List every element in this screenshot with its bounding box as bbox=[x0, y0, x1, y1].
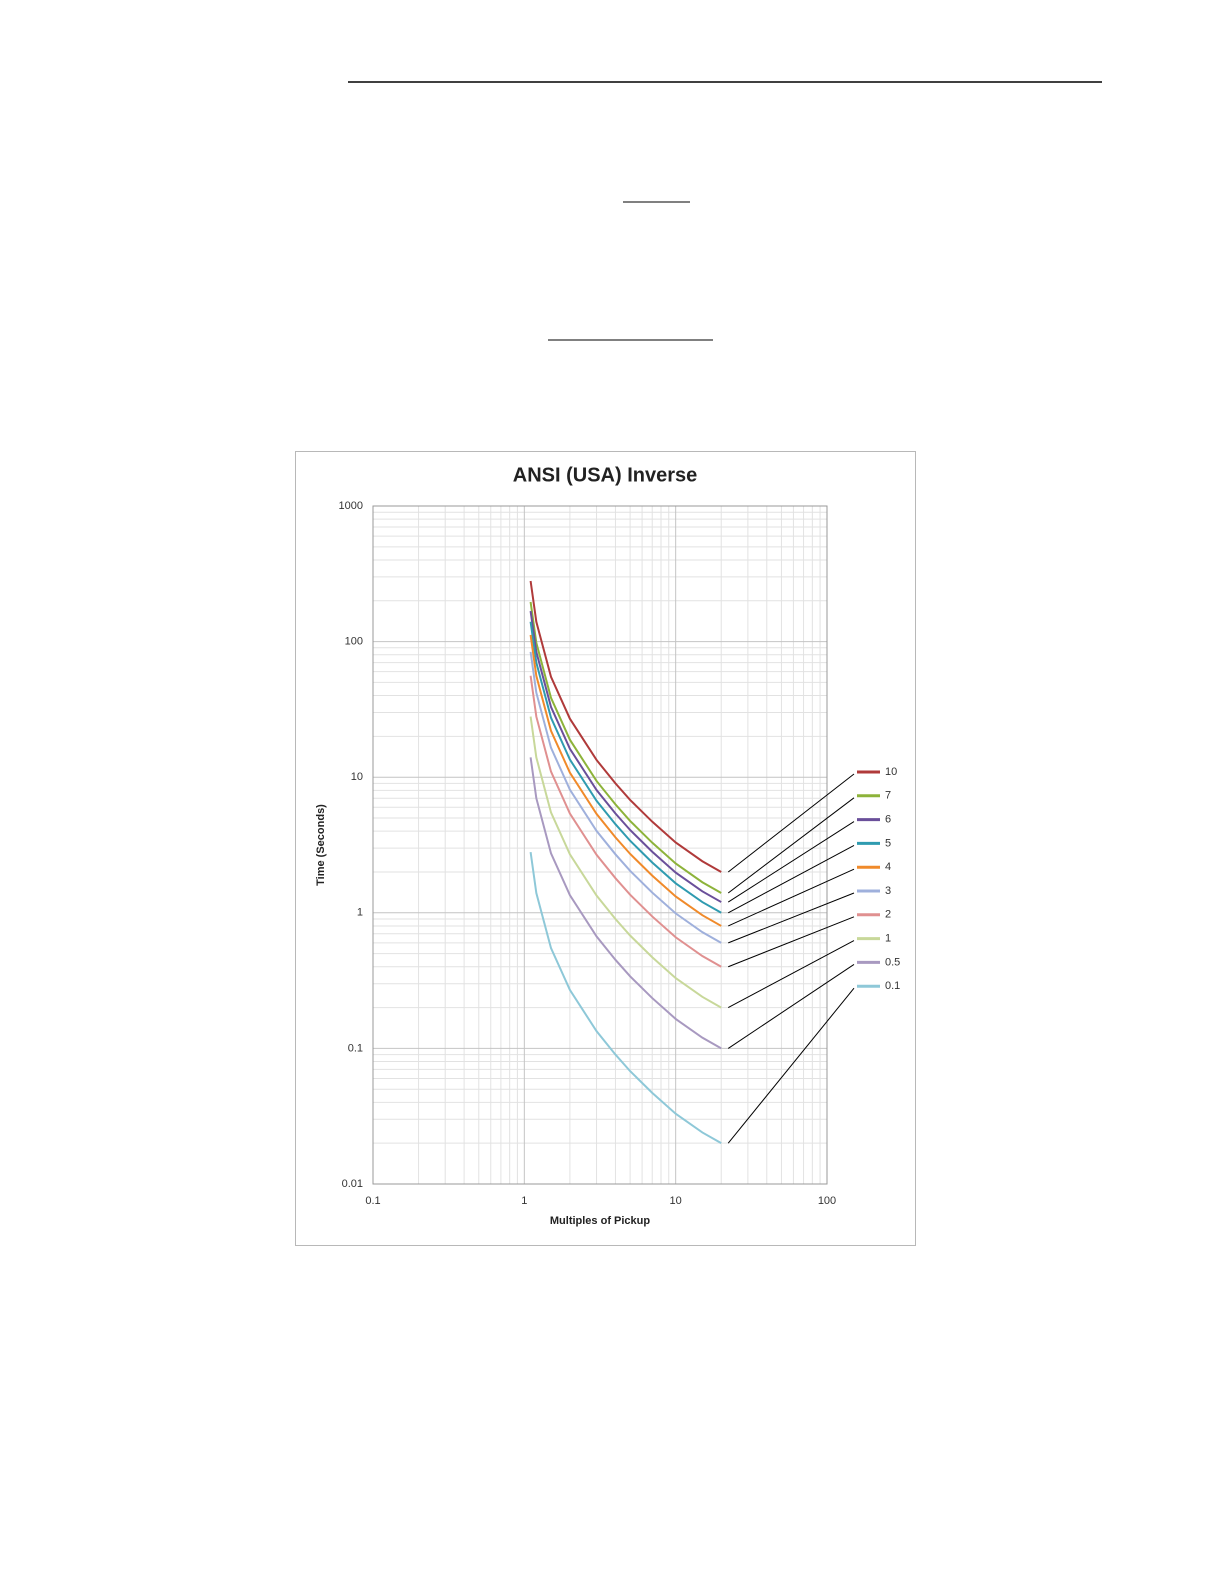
legend-label: 1 bbox=[885, 933, 891, 945]
y-tick-label: 1000 bbox=[339, 500, 363, 512]
leader-line bbox=[728, 892, 855, 944]
y-tick-label: 1 bbox=[357, 907, 363, 919]
series-line bbox=[529, 601, 722, 894]
y-tick-label: 0.01 bbox=[342, 1178, 363, 1190]
x-tick-label: 10 bbox=[670, 1195, 682, 1207]
leader-line bbox=[727, 963, 855, 1049]
x-tick-label: 1 bbox=[521, 1195, 527, 1207]
legend-label: 2 bbox=[885, 909, 891, 921]
series-line bbox=[529, 580, 722, 873]
legend-label: 10 bbox=[885, 766, 897, 778]
series-line bbox=[529, 634, 722, 927]
y-tick-label: 10 bbox=[351, 771, 363, 783]
series-line bbox=[529, 651, 722, 944]
leader-line bbox=[728, 916, 855, 968]
legend-label: 3 bbox=[885, 885, 891, 897]
leader-line bbox=[727, 821, 855, 903]
x-tick-label: 0.1 bbox=[365, 1195, 380, 1207]
leader-line bbox=[727, 797, 855, 894]
leader-line bbox=[728, 868, 855, 927]
series-line bbox=[529, 716, 722, 1009]
y-axis-label: Time (Seconds) bbox=[315, 804, 327, 886]
x-axis-label: Multiples of Pickup bbox=[550, 1215, 651, 1227]
legend-label: 0.1 bbox=[885, 980, 900, 992]
plot-border bbox=[372, 505, 828, 1185]
legend-label: 5 bbox=[885, 837, 891, 849]
series-line bbox=[529, 852, 722, 1145]
chart-title: ANSI (USA) Inverse bbox=[513, 464, 698, 486]
legend-label: 0.5 bbox=[885, 956, 900, 968]
series-line bbox=[529, 610, 722, 903]
legend-label: 7 bbox=[885, 790, 891, 802]
series-line bbox=[529, 621, 722, 914]
leader-line bbox=[727, 773, 855, 873]
series-line bbox=[529, 675, 722, 968]
y-tick-label: 100 bbox=[345, 636, 363, 648]
y-tick-label: 0.1 bbox=[348, 1042, 363, 1054]
x-tick-label: 100 bbox=[818, 1195, 836, 1207]
leader-line bbox=[727, 987, 855, 1144]
legend-label: 4 bbox=[885, 861, 891, 873]
leader-line bbox=[727, 844, 855, 914]
legend-label: 6 bbox=[885, 814, 891, 826]
series-line bbox=[529, 757, 722, 1050]
leader-line bbox=[727, 940, 855, 1009]
